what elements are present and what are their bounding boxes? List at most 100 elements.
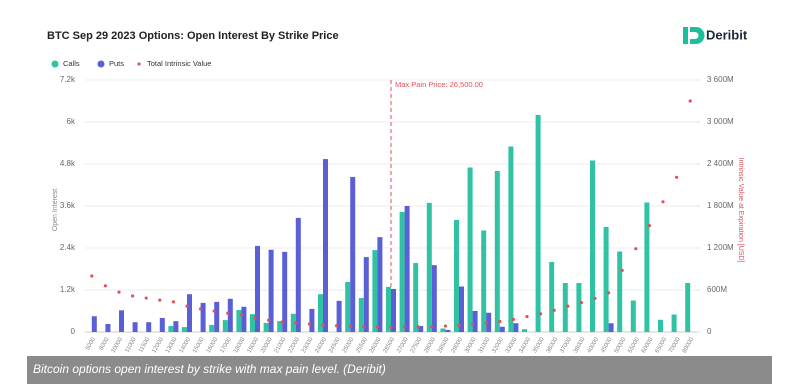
bar [159, 318, 165, 332]
x-tick-label: 22000 [287, 336, 301, 354]
bar [236, 309, 242, 332]
bar [358, 298, 364, 332]
x-tick-label: 23000 [301, 336, 315, 354]
bar [222, 320, 228, 332]
x-tick-label: 5000 [85, 336, 97, 351]
bar [644, 202, 650, 332]
legend-label: Total Intrinsic Value [147, 59, 211, 68]
bar [617, 251, 623, 332]
y2-tick-label: 1 800M [707, 201, 734, 210]
x-tick-label: 60000 [641, 336, 655, 354]
y2-tick-label: 3 600M [707, 75, 734, 84]
y-tick-label: 1.2k [60, 285, 76, 294]
point [185, 304, 189, 308]
y2-tick-label: 600M [707, 285, 727, 294]
point [566, 304, 570, 308]
bar [209, 325, 215, 332]
bar [168, 326, 174, 332]
y2-axis-title: Intrinsic Value at Expiration [USD] [737, 158, 744, 263]
bar [214, 301, 220, 332]
bar [508, 146, 514, 332]
y-tick-label: 3.6k [60, 201, 76, 210]
point [144, 296, 148, 300]
point [280, 320, 284, 324]
point [484, 321, 488, 325]
point [661, 200, 665, 204]
point [239, 313, 243, 317]
bar [372, 250, 378, 332]
chart-title: BTC Sep 29 2023 Options: Open Interest B… [47, 30, 339, 42]
bar [295, 217, 301, 332]
bar [454, 220, 459, 332]
y-tick-label: 2.4k [60, 243, 76, 252]
bar [391, 288, 396, 332]
bar [445, 329, 451, 332]
x-tick-label: 20000 [260, 336, 274, 354]
bar [499, 326, 505, 332]
x-tick-label: 32000 [491, 336, 505, 354]
x-tick-label: 40000 [587, 336, 601, 354]
bar [173, 321, 179, 332]
point [103, 284, 107, 288]
point [539, 312, 543, 316]
bar [146, 322, 152, 332]
x-tick-label: 70000 [668, 336, 682, 354]
x-tick-label: 11500 [138, 336, 152, 354]
x-tick-label: 45000 [600, 336, 614, 354]
bar [200, 302, 206, 332]
point [375, 325, 379, 329]
bar [350, 176, 356, 332]
bar [658, 319, 663, 332]
bar [404, 206, 410, 332]
bar [277, 321, 283, 332]
bar [562, 283, 568, 332]
x-tick-label: 33000 [505, 336, 519, 354]
bar [440, 328, 446, 332]
bar [418, 326, 424, 332]
point [593, 296, 597, 300]
x-tick-label: 13000 [165, 336, 179, 354]
point [443, 324, 447, 328]
point [552, 308, 556, 312]
point [579, 301, 584, 305]
x-tick-label: 27500 [410, 336, 424, 354]
point [647, 224, 652, 228]
point [158, 298, 162, 302]
point [457, 323, 461, 327]
max-pain-label: Max Pain Price: 26,500.00 [395, 80, 483, 89]
bar [486, 312, 492, 332]
x-tick-label: 25000 [342, 336, 356, 354]
bar [590, 160, 595, 332]
x-tick-label: 8000 [99, 336, 111, 351]
bar [345, 281, 351, 332]
caption: Bitcoin options open interest by strike … [33, 362, 386, 376]
bar [309, 308, 315, 332]
point [471, 322, 475, 326]
x-tick-label: 12000 [151, 336, 165, 354]
logo-mark [690, 27, 705, 44]
bar [290, 313, 296, 332]
x-tick-label: 21000 [274, 336, 288, 354]
logo-text: Deribit [706, 27, 748, 42]
bar [377, 237, 383, 332]
bar [426, 202, 432, 332]
bar [318, 294, 323, 332]
x-tick-label: 17000 [219, 336, 233, 354]
logo-mark [683, 27, 688, 44]
bar [250, 314, 255, 332]
x-tick-label: 50000 [614, 336, 628, 354]
bar [630, 300, 636, 332]
point [307, 322, 311, 326]
point [294, 321, 298, 325]
point [389, 325, 393, 329]
x-tick-label: 27000 [396, 336, 410, 354]
x-tick-label: 28500 [437, 336, 451, 354]
point [498, 319, 502, 324]
point [525, 315, 529, 319]
point [416, 325, 420, 329]
x-tick-label: 19000 [247, 336, 261, 354]
point [117, 290, 121, 294]
bar [91, 316, 97, 332]
bar [522, 329, 527, 332]
bar [671, 314, 677, 332]
